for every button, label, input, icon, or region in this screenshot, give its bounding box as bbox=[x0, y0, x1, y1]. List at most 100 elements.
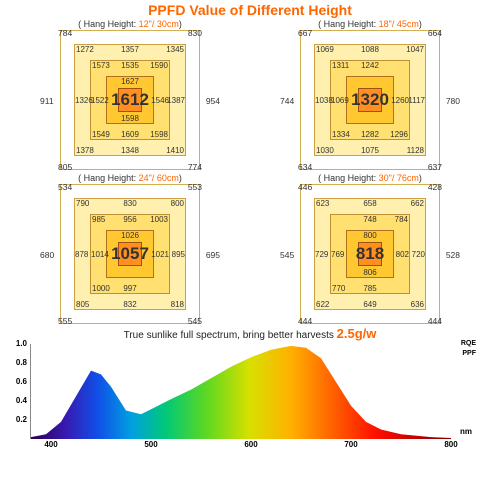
spectrum-title: True sunlike full spectrum, bring better… bbox=[30, 325, 470, 343]
heatmap-center: 1057 bbox=[111, 244, 149, 264]
heatmap-ring-value: 1573 bbox=[92, 61, 110, 70]
heatmap-ring-value: 1345 bbox=[166, 45, 184, 54]
heatmap-corner: 830 bbox=[188, 28, 202, 38]
heatmap-ring-value: 1311 bbox=[332, 61, 349, 70]
heatmap-ring-value: 1117 bbox=[408, 96, 425, 105]
heatmap-ring-value: 1021 bbox=[151, 250, 169, 259]
heatmap-ring-value: 662 bbox=[411, 199, 424, 208]
heatmap-ring: 1057 bbox=[118, 242, 142, 266]
heatmap-ring-value: 1546 bbox=[151, 96, 169, 105]
heatmap-ring-value: 1014 bbox=[91, 250, 109, 259]
heatmap-ring-value: 895 bbox=[172, 250, 185, 259]
spectrum-right-label: RQE bbox=[461, 340, 476, 347]
spectrum-chart: 1.00.80.60.40.2400500600700800nmRQEPPF bbox=[30, 344, 450, 439]
heatmap-corner: 637 bbox=[428, 162, 442, 172]
ytick: 1.0 bbox=[16, 339, 31, 348]
heatmap-ring-value: 1522 bbox=[91, 96, 109, 105]
heatmap-ring-value: 720 bbox=[412, 250, 425, 259]
xtick: 600 bbox=[244, 438, 257, 449]
heatmap-corner: 667 bbox=[298, 28, 312, 38]
heatmap-item: ( Hang Height: 24"/ 60cm)105753455368069… bbox=[15, 172, 245, 324]
heatmap-ring-value: 805 bbox=[76, 300, 89, 309]
heatmap-ring-value: 790 bbox=[76, 199, 89, 208]
heatmap-ring-value: 622 bbox=[316, 300, 329, 309]
heatmap-box: 1612784830911954805774135713481326138712… bbox=[60, 30, 200, 170]
heatmap-corner: 784 bbox=[58, 28, 72, 38]
heatmap-corner: 446 bbox=[298, 182, 312, 192]
heatmap-ring-value: 636 bbox=[411, 300, 424, 309]
ytick: 0.2 bbox=[16, 415, 31, 424]
heatmap-center: 1320 bbox=[351, 90, 389, 110]
heatmap-ring-value: 1069 bbox=[331, 96, 349, 105]
heatmap-corner: 780 bbox=[446, 96, 460, 106]
heatmap-box: 8184464285455284444446586497297206236626… bbox=[300, 184, 440, 324]
heatmap-center: 1612 bbox=[111, 90, 149, 110]
heatmap-ring-value: 800 bbox=[346, 231, 394, 240]
heatmap-ring-value: 1260 bbox=[391, 96, 409, 105]
heatmap-box: 1057534553680695555545830832878895790800… bbox=[60, 184, 200, 324]
heatmap-subtitle: ( Hang Height: 30"/ 76cm) bbox=[255, 172, 485, 183]
heatmap-ring-value: 1378 bbox=[76, 146, 94, 155]
heatmap-ring-value: 1598 bbox=[106, 114, 154, 123]
heatmap-corner: 664 bbox=[428, 28, 442, 38]
heatmap-corner: 774 bbox=[188, 162, 202, 172]
heatmap-corner: 954 bbox=[206, 96, 220, 106]
heatmap-ring-value: 878 bbox=[75, 250, 88, 259]
heatmap-subtitle: ( Hang Height: 12"/ 30cm) bbox=[15, 18, 245, 29]
heatmap-ring-value: 784 bbox=[395, 215, 408, 224]
heatmap-ring-value: 1026 bbox=[106, 231, 154, 240]
heatmap-corner: 680 bbox=[40, 250, 54, 260]
heatmap-ring-value: 649 bbox=[314, 300, 426, 309]
heatmap-corner: 534 bbox=[58, 182, 72, 192]
heatmap-ring-value: 802 bbox=[396, 250, 409, 259]
heatmap-corner: 428 bbox=[428, 182, 442, 192]
heatmap-subtitle: ( Hang Height: 18"/ 45cm) bbox=[255, 18, 485, 29]
heatmap-ring-value: 1047 bbox=[406, 45, 424, 54]
heatmap-ring-value: 830 bbox=[74, 199, 186, 208]
heatmap-ring-value: 1334 bbox=[332, 130, 350, 139]
heatmap-ring-value: 800 bbox=[171, 199, 184, 208]
spectrum-title-b: 2.5g/w bbox=[337, 326, 377, 341]
heatmap-ring-value: 1387 bbox=[167, 96, 185, 105]
heatmap-grid: ( Hang Height: 12"/ 30cm) 1612 784 830 911 95… bbox=[0, 18, 500, 324]
spectrum-title-a: True sunlike full spectrum, bring better… bbox=[124, 330, 337, 341]
heatmap-corner: 911 bbox=[40, 96, 54, 106]
ytick: 0.4 bbox=[16, 396, 31, 405]
page-title: PPFD Value of Different Height bbox=[0, 0, 500, 18]
heatmap-ring-value: 769 bbox=[331, 250, 344, 259]
heatmap-ring-value: 985 bbox=[92, 215, 105, 224]
heatmap-ring-value: 1030 bbox=[316, 146, 334, 155]
heatmap-ring-value: 1598 bbox=[150, 130, 168, 139]
ytick: 0.6 bbox=[16, 377, 31, 386]
heatmap-ring-value: 658 bbox=[314, 199, 426, 208]
heatmap-ring-value: 1296 bbox=[390, 130, 408, 139]
heatmap-corner: 695 bbox=[206, 250, 220, 260]
spectrum-right-label: PPF bbox=[462, 350, 476, 357]
xtick: 500 bbox=[144, 438, 157, 449]
heatmap-ring-value: 1003 bbox=[150, 215, 168, 224]
heatmap-ring-value: 1272 bbox=[76, 45, 94, 54]
xtick: 800 bbox=[444, 438, 457, 449]
heatmap-center: 818 bbox=[356, 244, 384, 264]
heatmap-ring-value: 729 bbox=[315, 250, 328, 259]
heatmap-subtitle: ( Hang Height: 24"/ 60cm) bbox=[15, 172, 245, 183]
heatmap-item: ( Hang Height: 30"/ 76cm) 818 446 428 545 528… bbox=[255, 172, 485, 324]
heatmap-ring: 818 bbox=[358, 242, 382, 266]
heatmap-corner: 634 bbox=[298, 162, 312, 172]
heatmap-ring-value: 623 bbox=[316, 199, 329, 208]
xtick: 400 bbox=[44, 438, 57, 449]
heatmap-ring-value: 1410 bbox=[166, 146, 184, 155]
heatmap-corner: 528 bbox=[446, 250, 460, 260]
xtick: 700 bbox=[344, 438, 357, 449]
heatmap-corner: 545 bbox=[280, 250, 294, 260]
ytick: 0.8 bbox=[16, 358, 31, 367]
heatmap-ring-value: 1590 bbox=[150, 61, 168, 70]
heatmap-ring-value: 818 bbox=[171, 300, 184, 309]
heatmap-ring-value: 770 bbox=[332, 284, 345, 293]
heatmap-ring-value: 832 bbox=[74, 300, 186, 309]
heatmap-ring-value: 1128 bbox=[407, 146, 424, 155]
heatmap-ring-value: 1549 bbox=[92, 130, 110, 139]
heatmap-item: ( Hang Height: 18"/ 45cm)132066766474478… bbox=[255, 18, 485, 170]
spectrum-svg bbox=[31, 344, 451, 439]
heatmap-ring-value: 806 bbox=[346, 268, 394, 277]
